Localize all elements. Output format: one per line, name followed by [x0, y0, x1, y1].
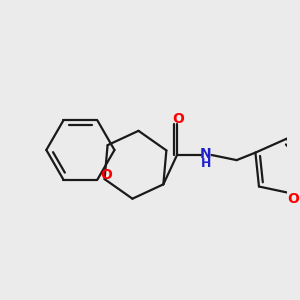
Text: O: O	[100, 168, 112, 182]
Text: N: N	[200, 147, 212, 161]
Text: H: H	[201, 157, 211, 170]
Text: O: O	[172, 112, 184, 126]
Text: O: O	[287, 192, 299, 206]
